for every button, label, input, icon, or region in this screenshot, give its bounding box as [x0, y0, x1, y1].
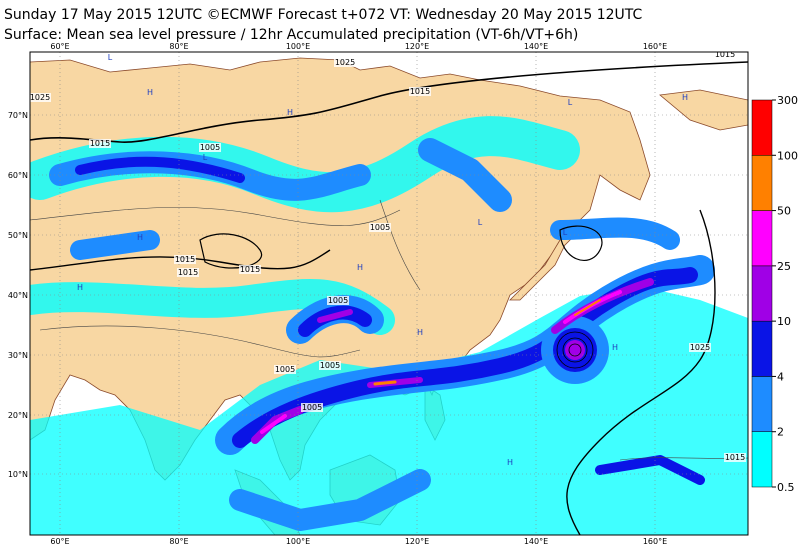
pressure-center: H: [507, 458, 513, 467]
lon-label: 140°E: [524, 537, 548, 546]
lon-label: 140°E: [524, 42, 548, 51]
isobar-label: 1005: [302, 403, 322, 412]
colorbar-segment: [751, 99, 773, 156]
pressure-center: H: [682, 93, 688, 102]
isobar-label: 1005: [275, 365, 295, 374]
pressure-center: L: [108, 53, 113, 62]
colorbar-label: 50: [777, 205, 791, 218]
isobar-label: 1005: [320, 361, 340, 370]
lon-label: 80°E: [169, 42, 188, 51]
isobar-label-bg: [327, 296, 349, 305]
isobar-label-bg: [409, 87, 431, 96]
lon-label: 80°E: [169, 537, 188, 546]
isobar-label-bg: [689, 343, 711, 352]
isobar-label: 1025: [690, 343, 710, 352]
isobar-label: 1005: [370, 223, 390, 232]
pressure-center: H: [137, 233, 143, 242]
lat-label: 50°N: [8, 231, 28, 240]
isobar-label-bg: [724, 453, 746, 462]
pressure-center: H: [357, 263, 363, 272]
colorbar-label: 300: [777, 94, 798, 107]
lon-label: 160°E: [643, 42, 667, 51]
pressure-center: H: [147, 88, 153, 97]
pressure-center: L: [563, 228, 568, 237]
pressure-center: H: [417, 328, 423, 337]
colorbar-segment: [751, 431, 773, 488]
map: 1025 1025 1015 1015 1005 1005 1015 1015 1015 1005…: [30, 50, 748, 535]
lon-label: 60°E: [50, 537, 69, 546]
isobar-label-bg: [369, 223, 391, 232]
isobar-label: 1015: [240, 265, 260, 274]
isobar-label-bg: [89, 139, 111, 148]
lon-label: 120°E: [405, 42, 429, 51]
colorbar-segment: [751, 376, 773, 432]
pressure-center: L: [478, 218, 483, 227]
lon-label: 100°E: [286, 42, 310, 51]
isobar-label: 1005: [200, 143, 220, 152]
colorbar-segment: [751, 155, 773, 211]
colorbar-segment: [751, 265, 773, 322]
isobar-label-bg: [177, 268, 199, 277]
isobar-label-bg: [714, 52, 736, 59]
colorbar-label: 4: [777, 370, 784, 383]
colorbar-label: 0.5: [777, 481, 795, 494]
colorbar-label: 100: [777, 149, 798, 162]
pressure-center: H: [77, 283, 83, 292]
isobar-label: 1015: [178, 268, 198, 277]
subtitle: Surface: Mean sea level pressure / 12hr …: [4, 27, 578, 43]
lon-label: 60°E: [50, 42, 69, 51]
isobar-label-bg: [301, 403, 323, 412]
isobars: [30, 61, 748, 535]
lon-label: 160°E: [643, 537, 667, 546]
isobar-label: 1015: [715, 50, 735, 59]
lat-label: 40°N: [8, 291, 28, 300]
isobar-label-bg: [174, 255, 196, 264]
isobar-label-bg: [274, 365, 296, 374]
isobar-label-bg: [30, 93, 51, 102]
isobar-label: 1005: [328, 296, 348, 305]
colorbar-label: 25: [777, 260, 791, 273]
isobar-label-bg: [199, 143, 221, 152]
pressure-center: L: [203, 153, 208, 162]
isobar-label: 1015: [175, 255, 195, 264]
pressure-center: H: [612, 343, 618, 352]
colorbar-label: 10: [777, 315, 791, 328]
colorbar-segment: [751, 210, 773, 267]
lon-label: 100°E: [286, 537, 310, 546]
isobar-label: 1025: [30, 93, 50, 102]
map-frame: [29, 51, 749, 536]
isobar-label: 1015: [410, 87, 430, 96]
isobar-label: 1025: [335, 58, 355, 67]
isobar-label-bg: [319, 361, 341, 370]
isobar-label: 1015: [725, 453, 745, 462]
isobar-label: 1015: [90, 139, 110, 148]
colorbar-label: 2: [777, 426, 784, 439]
pressure-center: H: [287, 108, 293, 117]
title: Sunday 17 May 2015 12UTC ©ECMWF Forecast…: [4, 7, 643, 23]
lat-label: 70°N: [8, 111, 28, 120]
precipitation: [30, 116, 748, 535]
lat-label: 20°N: [8, 411, 28, 420]
lat-label: 10°N: [8, 470, 28, 479]
lat-label: 30°N: [8, 351, 28, 360]
colorbar-segment: [751, 320, 773, 377]
isobar-label-bg: [239, 265, 261, 274]
pressure-center: L: [568, 98, 573, 107]
lat-label: 60°N: [8, 171, 28, 180]
lon-label: 120°E: [405, 537, 429, 546]
isobar-label-bg: [334, 58, 356, 67]
